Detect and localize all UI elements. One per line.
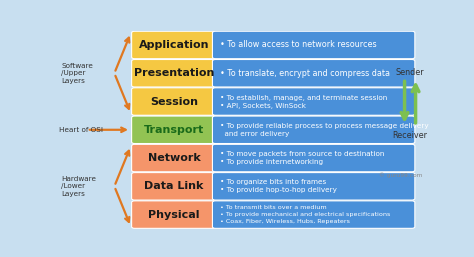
FancyBboxPatch shape [212, 88, 415, 115]
FancyBboxPatch shape [132, 201, 217, 228]
FancyBboxPatch shape [212, 31, 415, 59]
FancyBboxPatch shape [212, 173, 415, 200]
Text: Transport: Transport [144, 125, 204, 135]
FancyBboxPatch shape [132, 116, 217, 143]
FancyBboxPatch shape [132, 144, 217, 172]
Text: Receiver: Receiver [392, 131, 428, 140]
Text: • To translate, encrypt and compress data: • To translate, encrypt and compress dat… [220, 69, 390, 78]
Text: • To organize bits into frames
• To provide hop-to-hop delivery: • To organize bits into frames • To prov… [220, 179, 337, 193]
Text: Sender: Sender [396, 68, 424, 77]
Text: Heart of OSI: Heart of OSI [59, 127, 103, 133]
FancyBboxPatch shape [212, 201, 415, 228]
Text: • To provide reliable process to process message delivery
  and error delivery: • To provide reliable process to process… [220, 123, 428, 137]
FancyBboxPatch shape [212, 60, 415, 87]
Text: Network: Network [148, 153, 201, 163]
FancyBboxPatch shape [132, 173, 217, 200]
Text: Software
/Upper
Layers: Software /Upper Layers [61, 63, 93, 84]
FancyBboxPatch shape [212, 144, 415, 172]
Text: © guru99.com: © guru99.com [379, 172, 423, 178]
FancyBboxPatch shape [132, 88, 217, 115]
Text: Application: Application [139, 40, 210, 50]
FancyBboxPatch shape [132, 31, 217, 59]
FancyBboxPatch shape [132, 60, 217, 87]
Text: Physical: Physical [148, 210, 200, 219]
Text: Presentation: Presentation [134, 68, 214, 78]
FancyBboxPatch shape [212, 116, 415, 143]
Text: • To move packets from source to destination
• To provide internetworking: • To move packets from source to destina… [220, 151, 384, 165]
Text: Session: Session [150, 97, 198, 106]
Text: Data Link: Data Link [145, 181, 204, 191]
Text: • To transmit bits over a medium
• To provide mechanical and electrical specific: • To transmit bits over a medium • To pr… [220, 206, 390, 224]
Text: Hardware
/Lower
Layers: Hardware /Lower Layers [61, 176, 96, 197]
Text: • To allow access to network resources: • To allow access to network resources [220, 40, 376, 50]
Text: • To establish, manage, and terminate session
• API, Sockets, WinSock: • To establish, manage, and terminate se… [220, 95, 387, 108]
